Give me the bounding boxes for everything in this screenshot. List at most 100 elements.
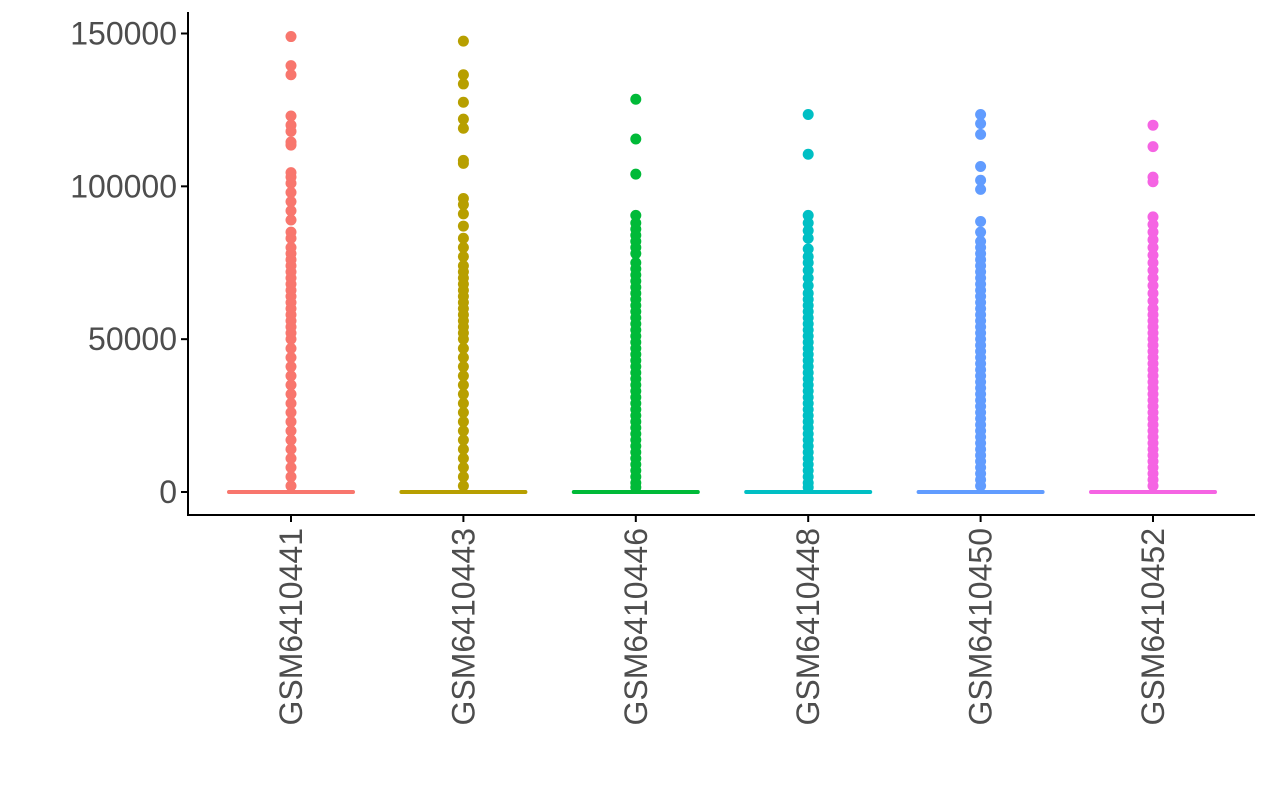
outlier-point [802, 232, 814, 244]
box-group [227, 31, 355, 494]
outlier-point [1147, 226, 1159, 238]
x-tick-label: GSM6410441 [273, 528, 309, 725]
outlier-point [802, 481, 814, 493]
outlier-point [285, 452, 297, 464]
outlier-point [802, 243, 814, 255]
outlier-point [457, 232, 469, 244]
outlier-point [285, 462, 297, 474]
outlier-point [802, 264, 814, 276]
outlier-point [457, 113, 469, 125]
outlier-point [285, 342, 297, 354]
y-axis: 0 50000 100000 150000 [70, 16, 188, 510]
outlier-point [285, 352, 297, 364]
outlier-point [457, 69, 469, 81]
outlier-point [1147, 287, 1159, 299]
outlier-point [285, 205, 297, 217]
outlier-point [630, 168, 642, 180]
box-group [916, 109, 1045, 494]
outlier-point [285, 69, 297, 81]
outlier-point [285, 471, 297, 483]
outlier-point [457, 407, 469, 419]
outlier-point [457, 416, 469, 428]
outlier-point [457, 157, 469, 169]
box-group [571, 93, 700, 494]
outlier-point [457, 462, 469, 474]
outlier-point [1147, 257, 1159, 269]
outlier-point [285, 214, 297, 226]
outlier-point [285, 110, 297, 122]
x-tick-label: GSM6410450 [963, 528, 999, 725]
outlier-point [457, 370, 469, 382]
outlier-point [1147, 241, 1159, 253]
outlier-point [802, 280, 814, 292]
outlier-point [975, 480, 987, 492]
outlier-point [1147, 480, 1159, 492]
y-tick-label: 100000 [70, 168, 177, 204]
outlier-point [975, 109, 987, 121]
outlier-point [285, 333, 297, 345]
outlier-point [285, 370, 297, 382]
outlier-point [630, 93, 642, 105]
outlier-point [457, 199, 469, 211]
outlier-point [975, 215, 987, 227]
outlier-point [802, 148, 814, 160]
outlier-point [285, 434, 297, 446]
outlier-point [630, 133, 642, 145]
outlier-point [802, 272, 814, 284]
outlier-point [1147, 295, 1159, 307]
plot-marks [227, 31, 1217, 494]
outlier-point [1147, 249, 1159, 261]
outlier-point [285, 425, 297, 437]
outlier-point [630, 481, 642, 493]
outlier-point [285, 443, 297, 455]
x-tick-label: GSM6410443 [445, 528, 481, 725]
outlier-point [802, 109, 814, 121]
outlier-point [1147, 119, 1159, 131]
outlier-point [1147, 141, 1159, 153]
outlier-point [285, 60, 297, 72]
outlier-point [285, 139, 297, 151]
outlier-point [457, 333, 469, 345]
box-group [744, 109, 873, 494]
outlier-point [285, 196, 297, 208]
outlier-point [285, 31, 297, 43]
outlier-point [975, 118, 987, 130]
outlier-point [285, 177, 297, 189]
outlier-point [802, 217, 814, 229]
outlier-point [975, 160, 987, 172]
outlier-point [285, 361, 297, 373]
outlier-point [1147, 176, 1159, 188]
outlier-point [802, 225, 814, 237]
x-axis: GSM6410441 GSM6410443 GSM6410446 GSM6410448… [273, 515, 1171, 725]
outlier-point [285, 186, 297, 198]
outlier-point [285, 232, 297, 244]
outlier-point [285, 397, 297, 409]
outlier-point [1147, 219, 1159, 231]
outlier-point [457, 452, 469, 464]
outlier-point [285, 125, 297, 137]
outlier-point [630, 248, 642, 260]
outlier-point [457, 361, 469, 373]
outlier-point [1147, 272, 1159, 284]
outlier-point [457, 220, 469, 232]
outlier-point [1147, 280, 1159, 292]
outlier-point [457, 425, 469, 437]
outlier-point [630, 209, 642, 221]
x-tick-label: GSM6410446 [618, 528, 654, 725]
outlier-point [457, 480, 469, 492]
x-tick-label: GSM6410448 [790, 528, 826, 725]
y-tick-label: 50000 [88, 321, 177, 357]
outlier-point [457, 352, 469, 364]
outlier-point [457, 397, 469, 409]
outlier-point [457, 251, 469, 263]
outlier-point [457, 96, 469, 108]
outlier-point [457, 443, 469, 455]
outlier-point [802, 209, 814, 221]
outlier-point [975, 226, 987, 238]
y-tick-label: 0 [159, 474, 177, 510]
outlier-point [457, 471, 469, 483]
outlier-point [457, 379, 469, 391]
outlier-point [1147, 264, 1159, 276]
outlier-point [802, 257, 814, 269]
